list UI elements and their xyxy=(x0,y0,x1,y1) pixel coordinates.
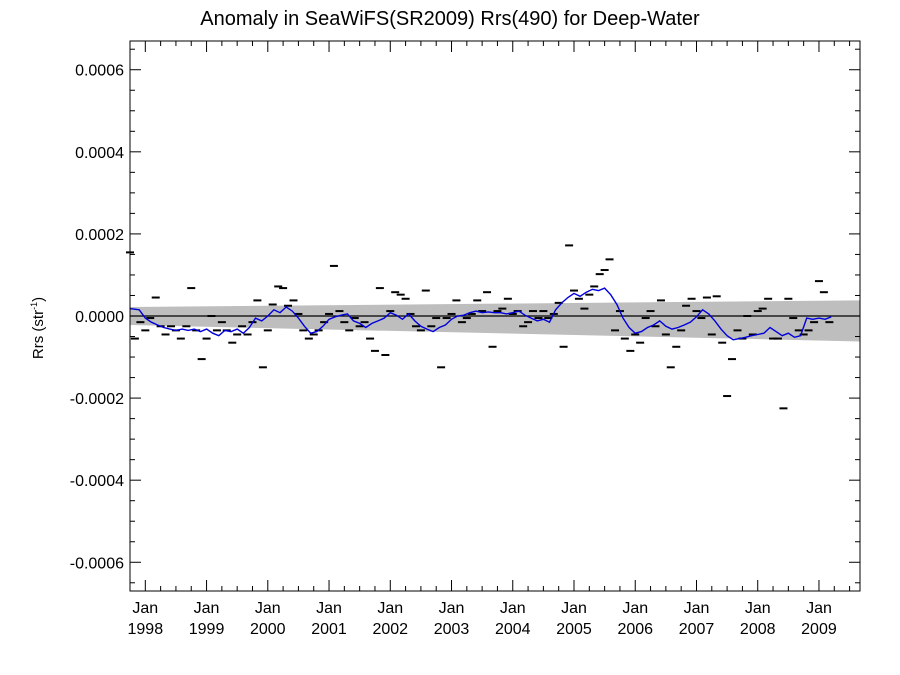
y-tick-label: -0.0004 xyxy=(70,473,124,490)
y-tick-label: -0.0002 xyxy=(70,391,124,408)
y-tick-label: 0.0000 xyxy=(75,309,124,326)
x-tick-label-month: Jan xyxy=(684,600,710,617)
x-tick-label-year: 2009 xyxy=(801,621,837,638)
x-tick-label-year: 2003 xyxy=(434,621,470,638)
x-tick-label-year: 2008 xyxy=(740,621,776,638)
x-tick-label-year: 2004 xyxy=(495,621,531,638)
x-tick-label-month: Jan xyxy=(316,600,342,617)
x-tick-label-month: Jan xyxy=(377,600,403,617)
tick-labels-layer: -0.0006 -0.0004 -0.0002 0.0000 0.0002 0.0004 0… xyxy=(70,63,837,638)
marker-layer xyxy=(126,244,834,410)
x-tick-label-month: Jan xyxy=(561,600,587,617)
x-tick-label-month: Jan xyxy=(500,600,526,617)
x-tick-label-month: Jan xyxy=(622,600,648,617)
running-mean-line xyxy=(129,287,832,341)
y-tick-label: 0.0004 xyxy=(75,145,124,162)
x-tick-label-year: 2002 xyxy=(372,621,408,638)
x-tick-label-month: Jan xyxy=(439,600,465,617)
x-tick-label-year: 1999 xyxy=(189,621,225,638)
y-tick-label: 0.0002 xyxy=(75,227,124,244)
x-tick-label-year: 2007 xyxy=(679,621,715,638)
x-tick-label-year: 2006 xyxy=(617,621,653,638)
x-tick-label-year: 1998 xyxy=(128,621,164,638)
chart-title: Anomaly in SeaWiFS(SR2009) Rrs(490) for … xyxy=(200,8,700,30)
x-tick-label-month: Jan xyxy=(194,600,220,617)
x-tick-label-month: Jan xyxy=(745,600,771,617)
x-tick-label-month: Jan xyxy=(132,600,158,617)
y-tick-label: -0.0006 xyxy=(70,555,124,572)
x-tick-label-year: 2005 xyxy=(556,621,592,638)
running-mean-layer xyxy=(129,287,832,341)
x-tick-label-month: Jan xyxy=(806,600,832,617)
x-tick-label-year: 2000 xyxy=(250,621,286,638)
axes-layer xyxy=(129,40,861,592)
x-tick-label-month: Jan xyxy=(255,600,281,617)
y-tick-label: 0.0006 xyxy=(75,63,124,80)
x-tick-label-year: 2001 xyxy=(311,621,347,638)
